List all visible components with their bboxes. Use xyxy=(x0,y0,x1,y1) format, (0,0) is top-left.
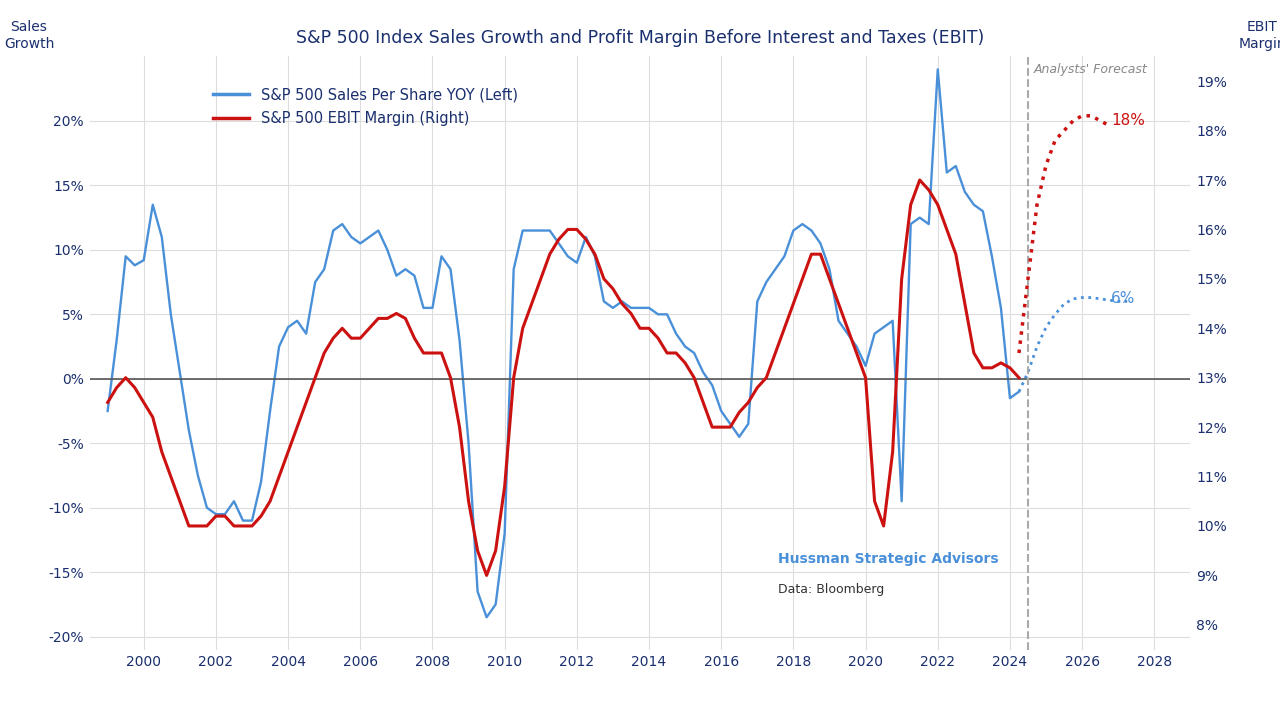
Text: Hussman Strategic Advisors: Hussman Strategic Advisors xyxy=(778,553,998,566)
Text: Sales
Growth: Sales Growth xyxy=(4,20,54,51)
Text: Data: Bloomberg: Data: Bloomberg xyxy=(778,583,884,596)
Legend: S&P 500 Sales Per Share YOY (Left), S&P 500 EBIT Margin (Right): S&P 500 Sales Per Share YOY (Left), S&P … xyxy=(207,82,524,132)
Text: Analysts' Forecast: Analysts' Forecast xyxy=(1033,63,1147,76)
Text: 6%: 6% xyxy=(1111,292,1135,306)
Title: S&P 500 Index Sales Growth and Profit Margin Before Interest and Taxes (EBIT): S&P 500 Index Sales Growth and Profit Ma… xyxy=(296,28,984,47)
Text: 18%: 18% xyxy=(1111,113,1144,128)
Text: EBIT
Margin: EBIT Margin xyxy=(1238,20,1280,51)
